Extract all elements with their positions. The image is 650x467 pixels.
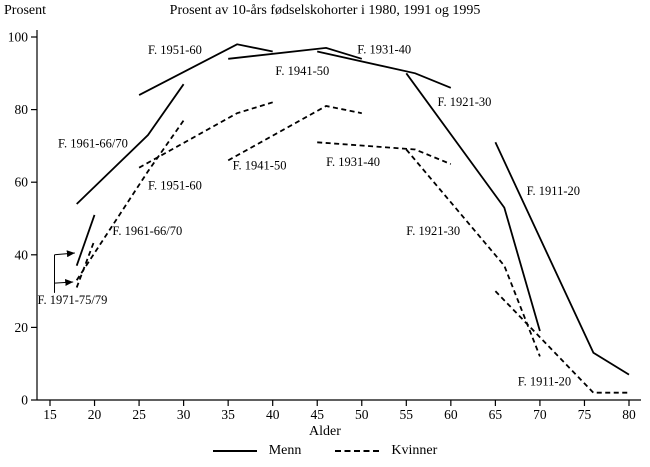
legend-kvinner-line-sample bbox=[335, 450, 380, 452]
x-tick-label: 20 bbox=[88, 407, 102, 422]
series-label-kvinner-1931-40: F. 1931-40 bbox=[326, 155, 380, 169]
x-tick-label: 80 bbox=[622, 407, 636, 422]
x-tick-label: 40 bbox=[266, 407, 280, 422]
series-line-kvinner-1951-60 bbox=[138, 101, 273, 169]
series-label-kvinner-1911-20: F. 1911-20 bbox=[518, 375, 571, 389]
y-tick-label: 100 bbox=[8, 30, 29, 45]
x-tick-label: 30 bbox=[177, 407, 191, 422]
y-tick-label: 60 bbox=[15, 175, 29, 190]
series-label-menn-1941-50: F. 1941-50 bbox=[275, 64, 329, 78]
series-line-kvinner-1931-40 bbox=[317, 141, 452, 165]
series-line-menn-1961-66-70 bbox=[76, 83, 185, 205]
x-tick-label: 65 bbox=[489, 407, 503, 422]
cohort-line-chart-canvas: 0 20 40 60 80 100 15 20 25 30 35 40 45 50 55 60 65 70 75 80… bbox=[8, 30, 641, 422]
series-label-menn-1921-30: F. 1921-30 bbox=[438, 95, 492, 109]
x-tick-label: 15 bbox=[43, 407, 57, 422]
legend-menn-label: Menn bbox=[268, 443, 302, 458]
series-label-kvinner-1921-30: F. 1921-30 bbox=[406, 224, 460, 238]
series-line-kvinner-1961-66-70 bbox=[75, 119, 185, 281]
series-line-menn-1921-30 bbox=[405, 72, 541, 332]
x-axis-title: Alder bbox=[309, 424, 341, 439]
series-label-kvinner-1961-66-70: F. 1961-66/70 bbox=[112, 224, 182, 238]
series-line-kvinner-1921-30 bbox=[405, 148, 541, 357]
series-label-menn-1951-60: F. 1951-60 bbox=[148, 43, 202, 57]
series-line-kvinner-1971-75-79 bbox=[75, 239, 96, 288]
series-label-menn-1931-40: F. 1931-40 bbox=[357, 42, 411, 56]
x-tick-label: 55 bbox=[400, 407, 414, 422]
y-axis-title: Prosent bbox=[4, 3, 46, 18]
series-line-menn-1931-40 bbox=[317, 50, 452, 89]
y-tick-label: 40 bbox=[15, 247, 29, 262]
chart-legend: Menn Kvinner bbox=[0, 443, 650, 459]
chart-title: Prosent av 10-års fødselskohorter i 1980… bbox=[169, 3, 481, 18]
x-tick-label: 35 bbox=[221, 407, 235, 422]
legend-kvinner-label: Kvinner bbox=[391, 443, 438, 458]
y-tick-label: 0 bbox=[21, 393, 28, 408]
series-line-menn-1951-60 bbox=[138, 43, 273, 96]
x-tick-label: 60 bbox=[444, 407, 458, 422]
x-tick-label: 75 bbox=[578, 407, 592, 422]
x-tick-label: 50 bbox=[355, 407, 369, 422]
y-tick-label: 80 bbox=[15, 102, 29, 117]
x-tick-label: 70 bbox=[533, 407, 547, 422]
series-label-kvinner-1941-50: F. 1941-50 bbox=[233, 159, 287, 173]
y-tick-label: 20 bbox=[15, 320, 29, 335]
series-line-menn-1971-75-79 bbox=[75, 214, 96, 266]
series-line-kvinner-1911-20 bbox=[494, 290, 629, 394]
annotation-label: F. 1971-75/79 bbox=[38, 293, 108, 307]
legend-menn-line-sample bbox=[212, 450, 257, 452]
x-tick-label: 45 bbox=[310, 407, 324, 422]
series-label-menn-1961-66-70: F. 1961-66/70 bbox=[58, 137, 128, 151]
series-line-menn-1941-50 bbox=[228, 46, 363, 60]
series-line-menn-1911-20 bbox=[494, 141, 630, 376]
series-label-kvinner-1951-60: F. 1951-60 bbox=[148, 179, 202, 193]
series-line-kvinner-1941-50 bbox=[227, 105, 362, 162]
annotation-arrow-0 bbox=[54, 250, 75, 258]
x-tick-label: 25 bbox=[132, 407, 146, 422]
series-label-menn-1911-20: F. 1911-20 bbox=[527, 184, 580, 198]
annotation-arrow-1 bbox=[54, 278, 74, 286]
